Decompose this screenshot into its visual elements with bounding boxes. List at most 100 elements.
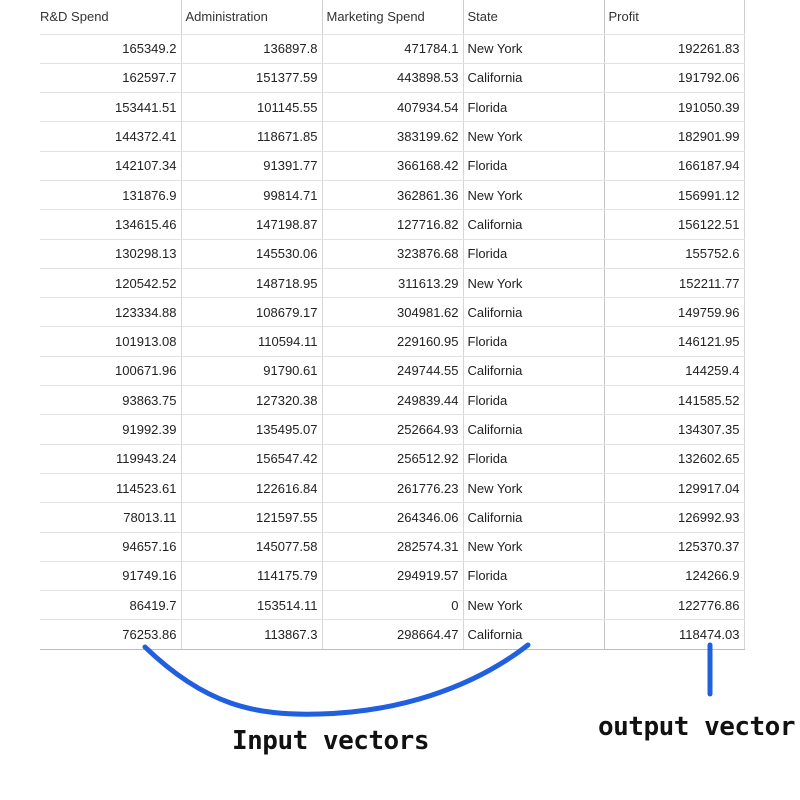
cell-marketing-spend[interactable]: 256512.92 (322, 444, 464, 474)
cell-profit[interactable]: 156122.51 (604, 209, 745, 240)
table-row[interactable]: 86419.7 153514.11 0 New York 122776.86 (40, 590, 745, 621)
cell-profit[interactable]: 146121.95 (604, 326, 745, 357)
cell-rd-spend[interactable]: 100671.96 (40, 356, 182, 387)
cell-rd-spend[interactable]: 123334.88 (40, 297, 182, 328)
cell-marketing-spend[interactable]: 0 (322, 590, 464, 621)
cell-marketing-spend[interactable]: 304981.62 (322, 297, 464, 328)
cell-marketing-spend[interactable]: 311613.29 (322, 268, 464, 299)
cell-marketing-spend[interactable]: 443898.53 (322, 63, 464, 94)
cell-state[interactable]: New York (463, 180, 605, 211)
cell-marketing-spend[interactable]: 298664.47 (322, 619, 464, 650)
cell-administration[interactable]: 108679.17 (181, 297, 323, 328)
cell-state[interactable]: Florida (463, 561, 605, 592)
cell-rd-spend[interactable]: 142107.34 (40, 151, 182, 181)
cell-administration[interactable]: 151377.59 (181, 63, 323, 94)
cell-rd-spend[interactable]: 119943.24 (40, 444, 182, 474)
table-row[interactable]: 144372.41 118671.85 383199.62 New York 18290… (40, 121, 745, 152)
table-row[interactable]: 130298.13 145530.06 323876.68 Florida 155752… (40, 239, 745, 269)
cell-state[interactable]: California (463, 297, 605, 328)
cell-marketing-spend[interactable]: 282574.31 (322, 532, 464, 562)
cell-administration[interactable]: 122616.84 (181, 473, 323, 504)
table-row[interactable]: 120542.52 148718.95 311613.29 New York 15221… (40, 268, 745, 299)
cell-rd-spend[interactable]: 91749.16 (40, 561, 182, 592)
cell-rd-spend[interactable]: 114523.61 (40, 473, 182, 504)
cell-state[interactable]: California (463, 63, 605, 94)
cell-administration[interactable]: 91790.61 (181, 356, 323, 387)
table-row[interactable]: 142107.34 91391.77 366168.42 Florida 166187.… (40, 151, 745, 181)
cell-state[interactable]: Florida (463, 385, 605, 416)
cell-profit[interactable]: 155752.6 (604, 239, 745, 269)
cell-state[interactable]: Florida (463, 444, 605, 474)
cell-administration[interactable]: 114175.79 (181, 561, 323, 592)
column-header-administration[interactable]: Administration (181, 0, 323, 35)
cell-administration[interactable]: 127320.38 (181, 385, 323, 416)
cell-profit[interactable]: 122776.86 (604, 590, 745, 621)
cell-state[interactable]: California (463, 209, 605, 240)
table-row[interactable]: 119943.24 156547.42 256512.92 Florida 132602… (40, 444, 745, 474)
cell-marketing-spend[interactable]: 229160.95 (322, 326, 464, 357)
cell-rd-spend[interactable]: 86419.7 (40, 590, 182, 621)
cell-profit[interactable]: 182901.99 (604, 121, 745, 152)
cell-profit[interactable]: 156991.12 (604, 180, 745, 211)
cell-profit[interactable]: 141585.52 (604, 385, 745, 416)
cell-state[interactable]: California (463, 502, 605, 533)
cell-state[interactable]: Florida (463, 326, 605, 357)
cell-state[interactable]: California (463, 356, 605, 387)
table-row[interactable]: 153441.51 101145.55 407934.54 Florida 191050… (40, 92, 745, 123)
cell-profit[interactable]: 118474.03 (604, 619, 745, 650)
cell-rd-spend[interactable]: 101913.08 (40, 326, 182, 357)
table-row[interactable]: 91992.39 135495.07 252664.93 California 1343… (40, 414, 745, 445)
cell-rd-spend[interactable]: 162597.7 (40, 63, 182, 94)
cell-administration[interactable]: 156547.42 (181, 444, 323, 474)
table-row[interactable]: 93863.75 127320.38 249839.44 Florida 141585.… (40, 385, 745, 416)
column-header-state[interactable]: State (463, 0, 605, 35)
cell-state[interactable]: Florida (463, 151, 605, 181)
cell-rd-spend[interactable]: 144372.41 (40, 121, 182, 152)
table-row[interactable]: 100671.96 91790.61 249744.55 California 1442… (40, 356, 745, 387)
cell-profit[interactable]: 191792.06 (604, 63, 745, 94)
cell-profit[interactable]: 144259.4 (604, 356, 745, 387)
cell-marketing-spend[interactable]: 323876.68 (322, 239, 464, 269)
cell-profit[interactable]: 152211.77 (604, 268, 745, 299)
cell-rd-spend[interactable]: 76253.86 (40, 619, 182, 650)
cell-state[interactable]: New York (463, 34, 605, 64)
table-row[interactable]: 123334.88 108679.17 304981.62 California 149… (40, 297, 745, 328)
cell-marketing-spend[interactable]: 127716.82 (322, 209, 464, 240)
cell-administration[interactable]: 110594.11 (181, 326, 323, 357)
cell-state[interactable]: New York (463, 268, 605, 299)
cell-rd-spend[interactable]: 91992.39 (40, 414, 182, 445)
cell-state[interactable]: New York (463, 590, 605, 621)
cell-rd-spend[interactable]: 153441.51 (40, 92, 182, 123)
cell-administration[interactable]: 147198.87 (181, 209, 323, 240)
cell-state[interactable]: Florida (463, 239, 605, 269)
cell-administration[interactable]: 148718.95 (181, 268, 323, 299)
cell-marketing-spend[interactable]: 261776.23 (322, 473, 464, 504)
cell-profit[interactable]: 125370.37 (604, 532, 745, 562)
cell-marketing-spend[interactable]: 264346.06 (322, 502, 464, 533)
cell-marketing-spend[interactable]: 383199.62 (322, 121, 464, 152)
cell-marketing-spend[interactable]: 294919.57 (322, 561, 464, 592)
cell-marketing-spend[interactable]: 252664.93 (322, 414, 464, 445)
cell-marketing-spend[interactable]: 249744.55 (322, 356, 464, 387)
cell-rd-spend[interactable]: 120542.52 (40, 268, 182, 299)
cell-marketing-spend[interactable]: 407934.54 (322, 92, 464, 123)
cell-state[interactable]: Florida (463, 92, 605, 123)
table-row[interactable]: 101913.08 110594.11 229160.95 Florida 146121… (40, 326, 745, 357)
cell-marketing-spend[interactable]: 471784.1 (322, 34, 464, 64)
cell-rd-spend[interactable]: 165349.2 (40, 34, 182, 64)
cell-administration[interactable]: 101145.55 (181, 92, 323, 123)
cell-administration[interactable]: 135495.07 (181, 414, 323, 445)
cell-administration[interactable]: 121597.55 (181, 502, 323, 533)
cell-state[interactable]: New York (463, 121, 605, 152)
cell-rd-spend[interactable]: 131876.9 (40, 180, 182, 211)
cell-administration[interactable]: 118671.85 (181, 121, 323, 152)
cell-rd-spend[interactable]: 130298.13 (40, 239, 182, 269)
table-row[interactable]: 94657.16 145077.58 282574.31 New York 125370… (40, 532, 745, 562)
cell-administration[interactable]: 99814.71 (181, 180, 323, 211)
cell-state[interactable]: California (463, 414, 605, 445)
cell-profit[interactable]: 129917.04 (604, 473, 745, 504)
cell-administration[interactable]: 145077.58 (181, 532, 323, 562)
cell-profit[interactable]: 132602.65 (604, 444, 745, 474)
cell-profit[interactable]: 134307.35 (604, 414, 745, 445)
cell-profit[interactable]: 124266.9 (604, 561, 745, 592)
